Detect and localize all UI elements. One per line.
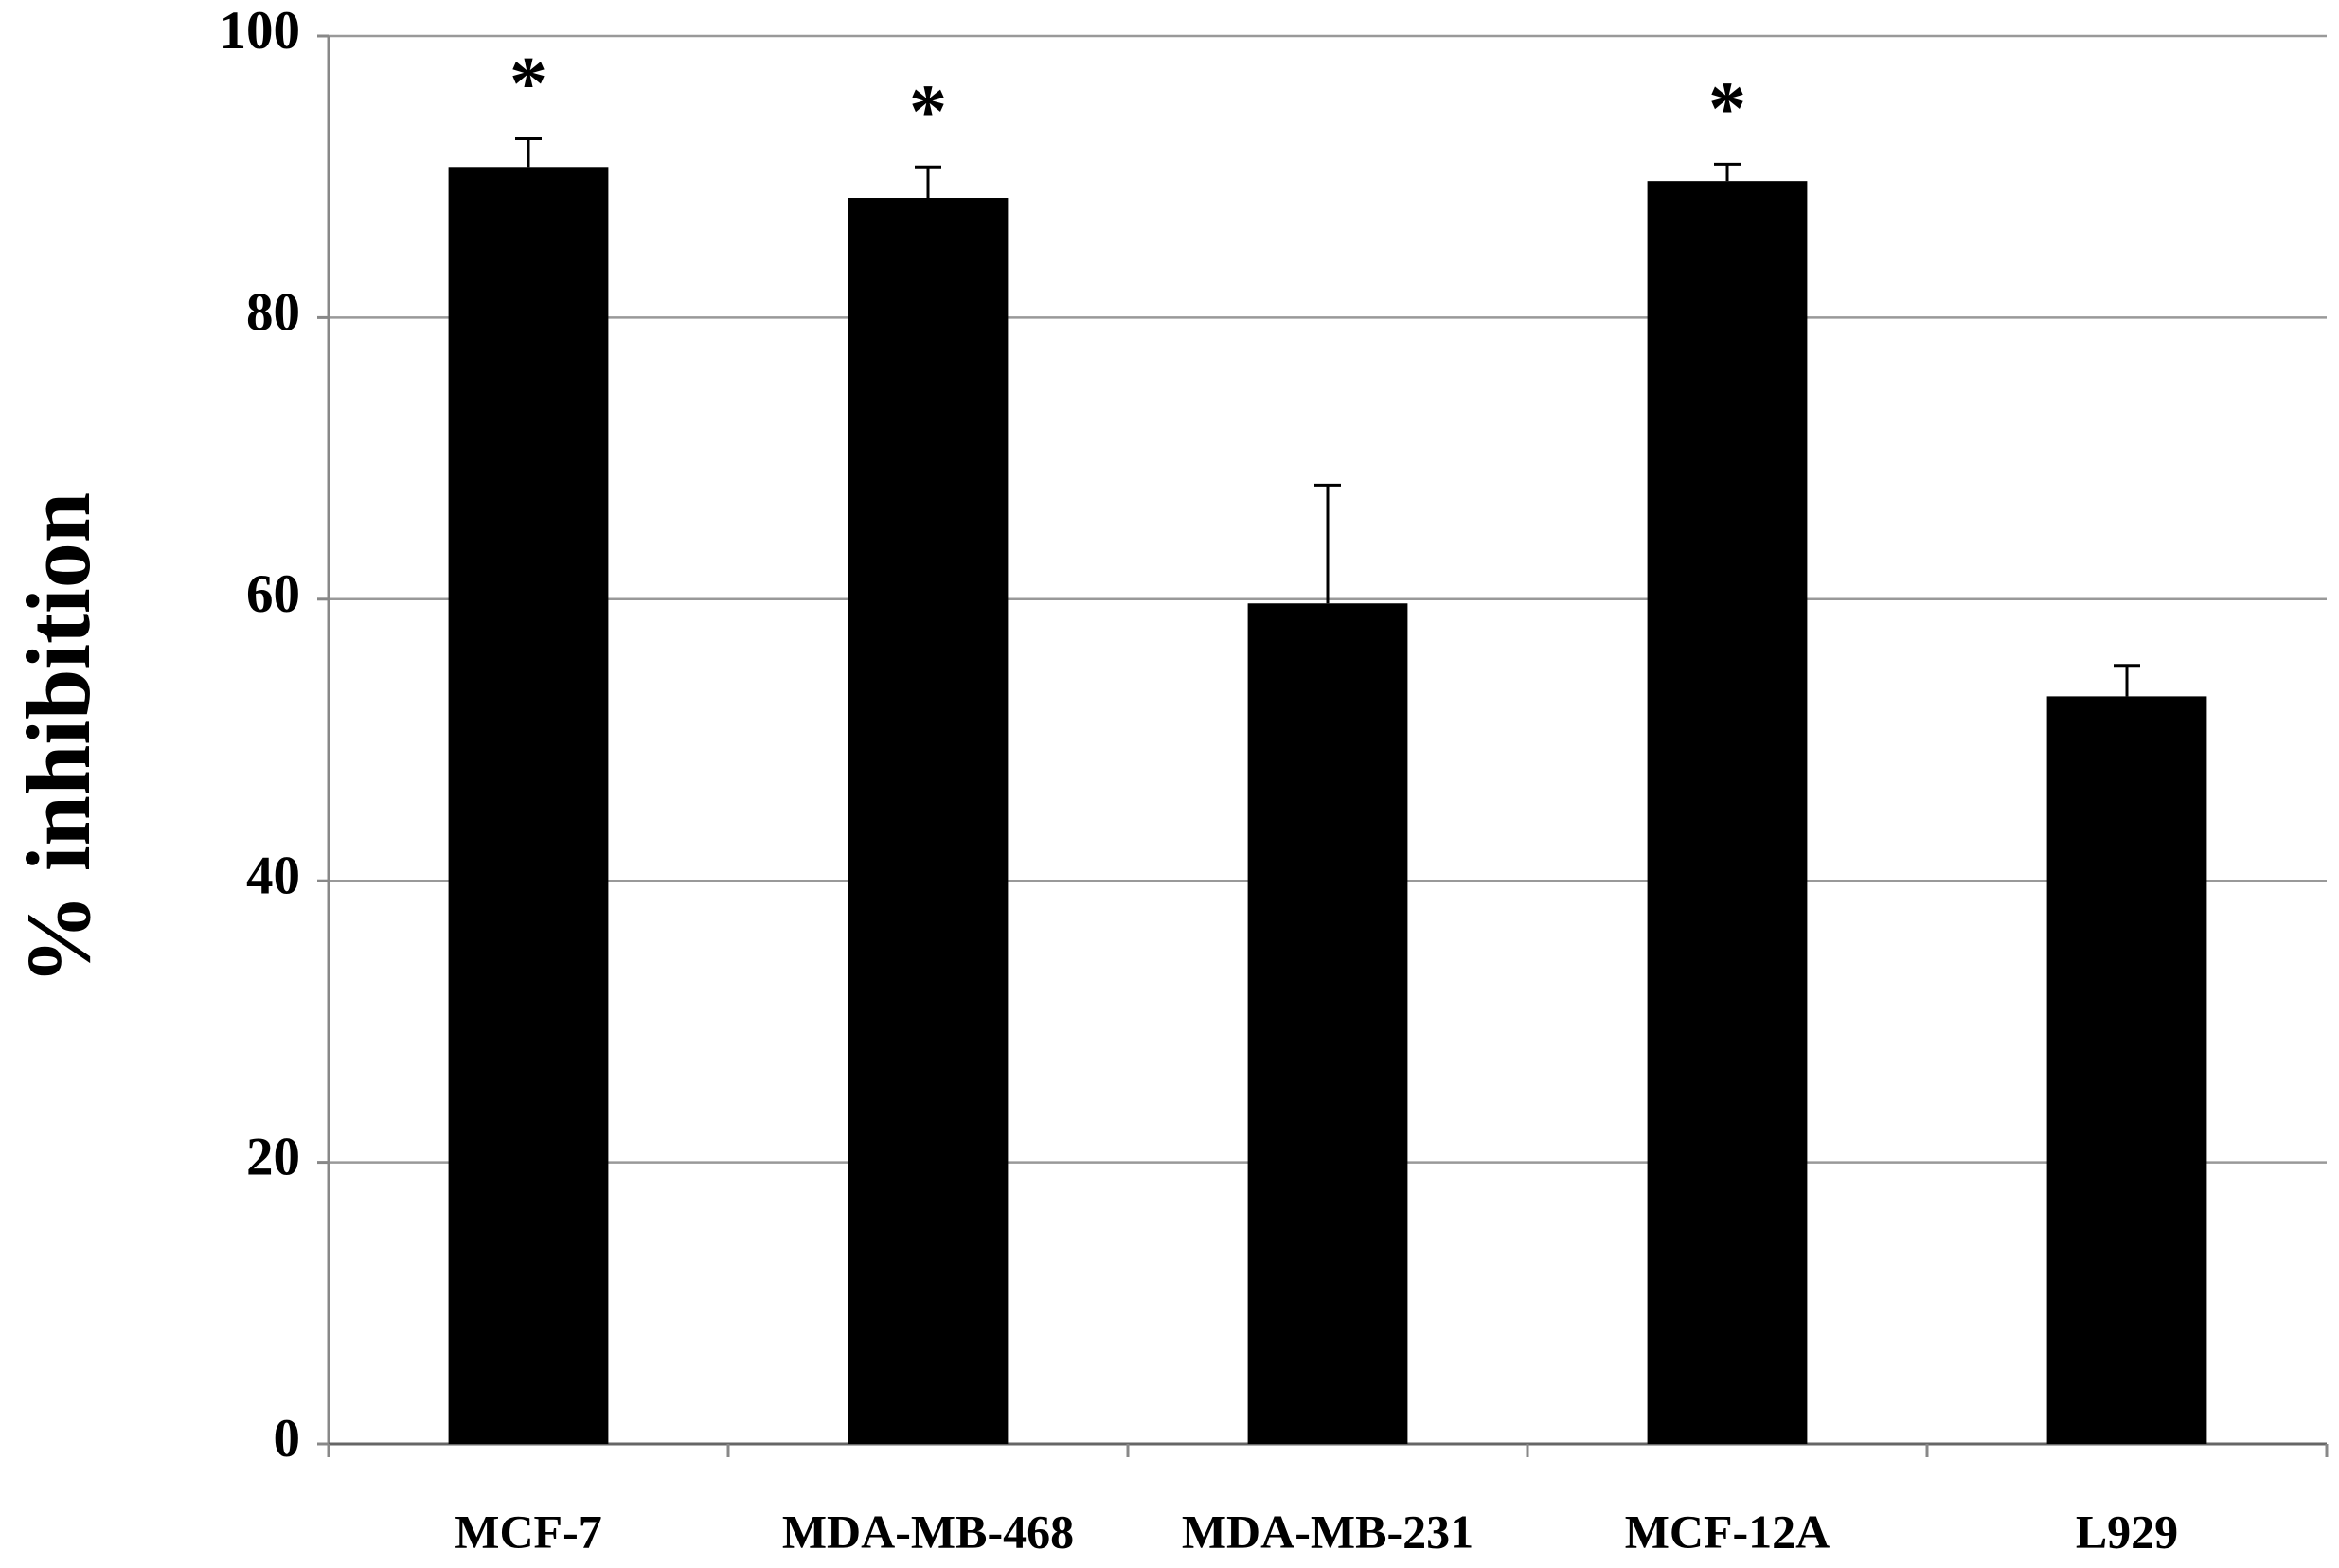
y-tick-label: 100 — [220, 1, 301, 61]
y-tick-label: 0 — [274, 1409, 301, 1469]
error-bar — [915, 165, 941, 199]
y-tick-label: 20 — [246, 1128, 300, 1187]
error-bar — [1314, 483, 1341, 604]
y-tick-label: 60 — [246, 564, 300, 624]
x-tick-label: MDA-MB-468 — [782, 1505, 1074, 1558]
significance-marker: * — [909, 71, 947, 154]
x-tick-label: L929 — [2076, 1505, 2178, 1558]
x-tick-label: MDA-MB-231 — [1182, 1505, 1473, 1558]
x-tick-label: MCF-12A — [1625, 1505, 1830, 1558]
bar — [848, 198, 1009, 1444]
error-bar — [515, 137, 542, 168]
bar — [448, 167, 609, 1444]
error-bar — [1714, 162, 1741, 182]
error-bar — [2114, 664, 2140, 697]
bar — [1247, 603, 1408, 1444]
significance-marker: * — [509, 43, 547, 126]
bar — [1647, 181, 1808, 1444]
y-tick-label: 80 — [246, 282, 300, 342]
significance-marker: * — [1708, 68, 1746, 151]
y-tick-label: 40 — [246, 846, 300, 905]
x-tick-label: MCF-7 — [455, 1505, 602, 1558]
y-axis-title: % inhibition — [8, 492, 109, 985]
bar — [2046, 696, 2207, 1444]
